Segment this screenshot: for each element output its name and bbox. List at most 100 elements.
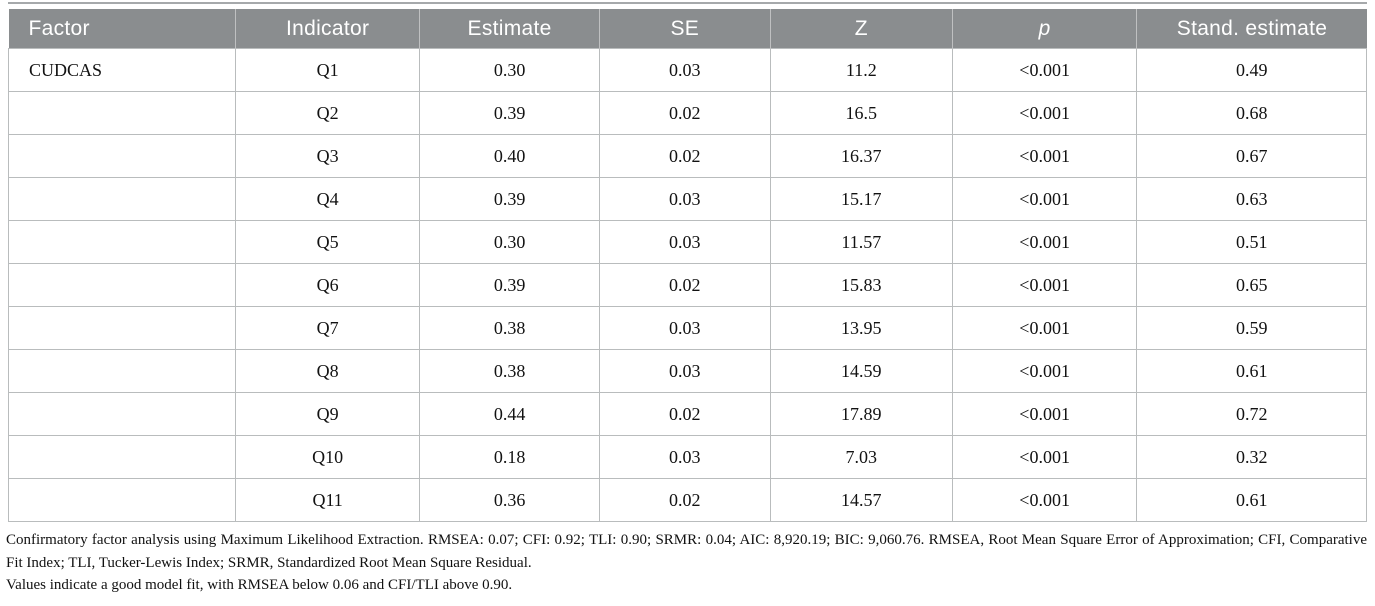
cell-factor bbox=[8, 392, 236, 436]
cell-factor bbox=[8, 134, 236, 178]
cell-factor bbox=[8, 220, 236, 264]
table-row: Q10 0.18 0.03 7.03 <0.001 0.32 bbox=[8, 435, 1367, 479]
cell-stand-estimate: 0.61 bbox=[1136, 349, 1367, 393]
table-row: CUDCAS Q1 0.30 0.03 11.2 <0.001 0.49 bbox=[8, 48, 1367, 92]
table-row: Q8 0.38 0.03 14.59 <0.001 0.61 bbox=[8, 349, 1367, 393]
cell-estimate: 0.18 bbox=[419, 435, 600, 479]
cell-stand-estimate: 0.68 bbox=[1136, 91, 1367, 135]
table-footnote-2: Values indicate a good model fit, with R… bbox=[6, 577, 513, 593]
table-header: Factor Indicator Estimate SE Z p Stand. … bbox=[8, 9, 1367, 49]
cell-p: <0.001 bbox=[951, 435, 1138, 479]
cell-p: <0.001 bbox=[951, 91, 1138, 135]
cell-p: <0.001 bbox=[951, 177, 1138, 221]
cell-factor bbox=[8, 306, 236, 350]
cell-stand-estimate: 0.72 bbox=[1136, 392, 1367, 436]
table-body: CUDCAS Q1 0.30 0.03 11.2 <0.001 0.49 Q2 … bbox=[8, 48, 1367, 522]
cell-indicator: Q9 bbox=[234, 392, 421, 436]
column-header-indicator: Indicator bbox=[235, 9, 421, 49]
cell-p: <0.001 bbox=[951, 263, 1138, 307]
cell-z: 11.57 bbox=[769, 220, 953, 264]
cell-stand-estimate: 0.65 bbox=[1136, 263, 1367, 307]
cell-stand-estimate: 0.49 bbox=[1136, 48, 1367, 92]
column-header-stand-estimate: Stand. estimate bbox=[1136, 9, 1367, 49]
cell-p: <0.001 bbox=[951, 392, 1138, 436]
cell-p: <0.001 bbox=[951, 349, 1138, 393]
cell-indicator: Q3 bbox=[234, 134, 421, 178]
cell-estimate: 0.36 bbox=[419, 478, 600, 522]
cell-z: 15.17 bbox=[769, 177, 953, 221]
table-row: Q9 0.44 0.02 17.89 <0.001 0.72 bbox=[8, 392, 1367, 436]
cell-indicator: Q8 bbox=[234, 349, 421, 393]
cell-z: 11.2 bbox=[769, 48, 953, 92]
cell-se: 0.03 bbox=[598, 177, 771, 221]
cell-estimate: 0.39 bbox=[419, 263, 600, 307]
cell-indicator: Q2 bbox=[234, 91, 421, 135]
column-header-factor: Factor bbox=[8, 9, 236, 49]
cell-estimate: 0.38 bbox=[419, 306, 600, 350]
cell-estimate: 0.30 bbox=[419, 220, 600, 264]
table-top-rule bbox=[8, 2, 1367, 4]
cell-factor bbox=[8, 435, 236, 479]
cell-estimate: 0.39 bbox=[419, 177, 600, 221]
cell-se: 0.02 bbox=[598, 134, 771, 178]
table-row: Q7 0.38 0.03 13.95 <0.001 0.59 bbox=[8, 306, 1367, 350]
table-container: Factor Indicator Estimate SE Z p Stand. … bbox=[8, 9, 1367, 522]
cell-stand-estimate: 0.59 bbox=[1136, 306, 1367, 350]
cell-estimate: 0.40 bbox=[419, 134, 600, 178]
cell-p: <0.001 bbox=[951, 478, 1138, 522]
cell-se: 0.03 bbox=[598, 349, 771, 393]
cell-z: 14.57 bbox=[769, 478, 953, 522]
header-row: Factor Indicator Estimate SE Z p Stand. … bbox=[8, 9, 1367, 49]
cell-estimate: 0.44 bbox=[419, 392, 600, 436]
table-row: Q4 0.39 0.03 15.17 <0.001 0.63 bbox=[8, 177, 1367, 221]
cell-stand-estimate: 0.61 bbox=[1136, 478, 1367, 522]
cell-estimate: 0.39 bbox=[419, 91, 600, 135]
cell-se: 0.02 bbox=[598, 392, 771, 436]
cell-estimate: 0.30 bbox=[419, 48, 600, 92]
cell-factor: CUDCAS bbox=[8, 48, 236, 92]
cell-se: 0.02 bbox=[598, 263, 771, 307]
cell-se: 0.03 bbox=[598, 306, 771, 350]
column-header-estimate: Estimate bbox=[419, 9, 600, 49]
table-row: Q5 0.30 0.03 11.57 <0.001 0.51 bbox=[8, 220, 1367, 264]
cell-stand-estimate: 0.67 bbox=[1136, 134, 1367, 178]
table-row: Q2 0.39 0.02 16.5 <0.001 0.68 bbox=[8, 91, 1367, 135]
cell-z: 16.37 bbox=[769, 134, 953, 178]
cell-stand-estimate: 0.51 bbox=[1136, 220, 1367, 264]
cell-indicator: Q4 bbox=[234, 177, 421, 221]
cell-factor bbox=[8, 263, 236, 307]
cell-z: 14.59 bbox=[769, 349, 953, 393]
table-row: Q3 0.40 0.02 16.37 <0.001 0.67 bbox=[8, 134, 1367, 178]
cell-p: <0.001 bbox=[951, 134, 1138, 178]
table-row: Q6 0.39 0.02 15.83 <0.001 0.65 bbox=[8, 263, 1367, 307]
cell-p: <0.001 bbox=[951, 306, 1138, 350]
table-footnote-1: Confirmatory factor analysis using Maxim… bbox=[6, 532, 1367, 571]
cell-z: 16.5 bbox=[769, 91, 953, 135]
cell-factor bbox=[8, 177, 236, 221]
cell-stand-estimate: 0.63 bbox=[1136, 177, 1367, 221]
column-header-p: p bbox=[952, 9, 1138, 49]
paper-table-figure: Factor Indicator Estimate SE Z p Stand. … bbox=[6, 0, 1369, 597]
cell-se: 0.02 bbox=[598, 91, 771, 135]
cell-indicator: Q10 bbox=[234, 435, 421, 479]
column-header-se: SE bbox=[599, 9, 771, 49]
cell-indicator: Q11 bbox=[234, 478, 421, 522]
cell-factor bbox=[8, 91, 236, 135]
cfa-results-table: Factor Indicator Estimate SE Z p Stand. … bbox=[8, 9, 1367, 522]
cell-indicator: Q1 bbox=[234, 48, 421, 92]
cell-p: <0.001 bbox=[951, 220, 1138, 264]
cell-p: <0.001 bbox=[951, 48, 1138, 92]
cell-indicator: Q5 bbox=[234, 220, 421, 264]
cell-estimate: 0.38 bbox=[419, 349, 600, 393]
cell-se: 0.03 bbox=[598, 48, 771, 92]
table-row: Q11 0.36 0.02 14.57 <0.001 0.61 bbox=[8, 478, 1367, 522]
cell-z: 17.89 bbox=[769, 392, 953, 436]
cell-indicator: Q7 bbox=[234, 306, 421, 350]
cell-se: 0.03 bbox=[598, 435, 771, 479]
cell-se: 0.02 bbox=[598, 478, 771, 522]
cell-se: 0.03 bbox=[598, 220, 771, 264]
cell-z: 15.83 bbox=[769, 263, 953, 307]
cell-factor bbox=[8, 478, 236, 522]
cell-stand-estimate: 0.32 bbox=[1136, 435, 1367, 479]
cell-z: 7.03 bbox=[769, 435, 953, 479]
